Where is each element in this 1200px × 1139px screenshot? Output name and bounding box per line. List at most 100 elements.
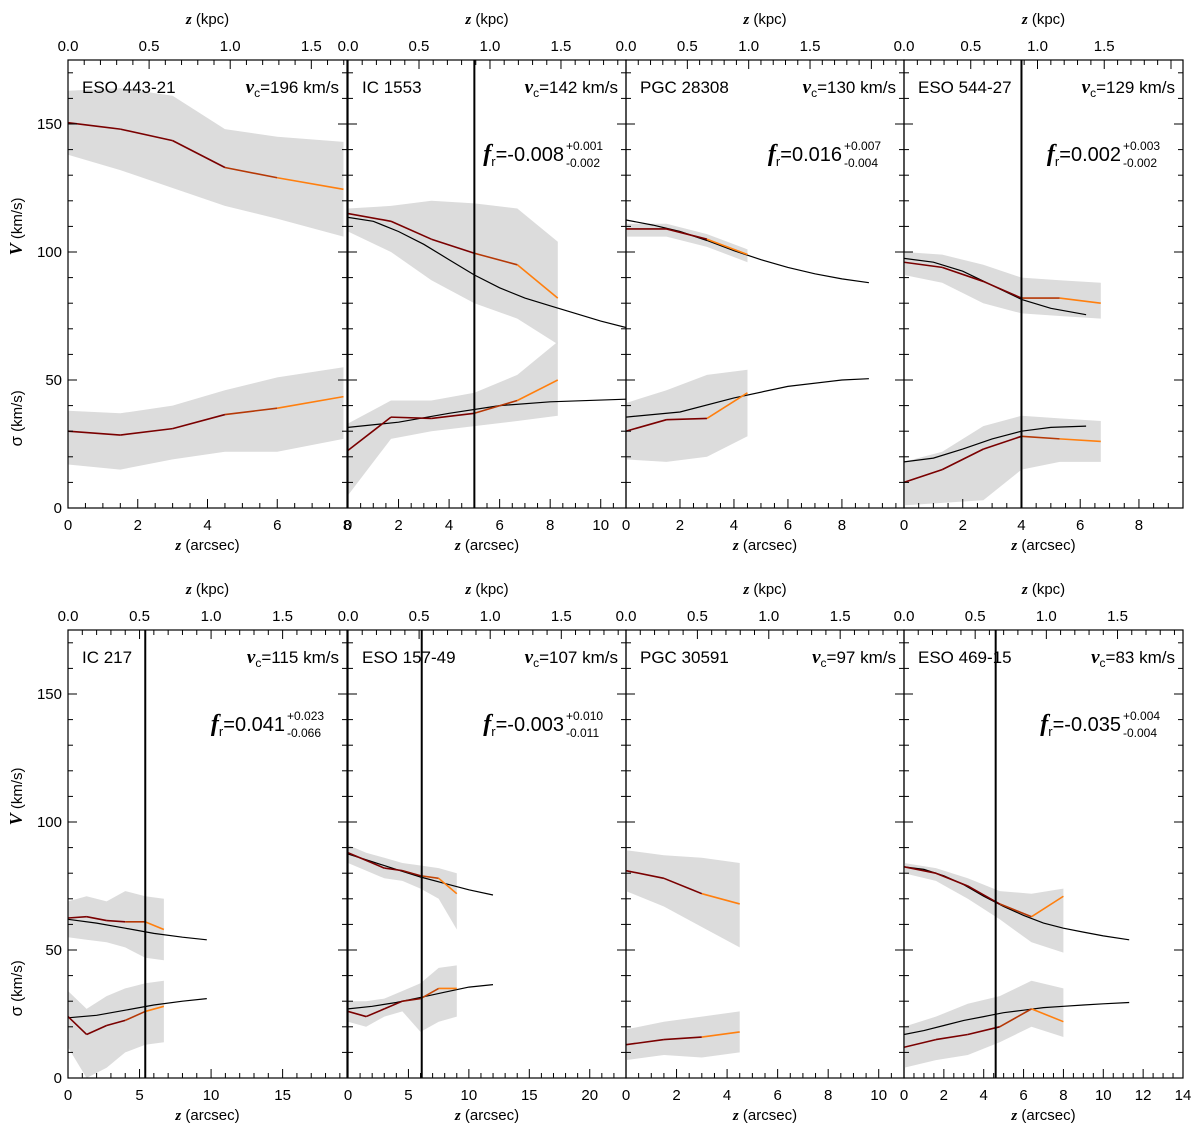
kpc-tick-label: 1.5 — [800, 38, 821, 55]
x-tick-label: 8 — [824, 1087, 832, 1104]
vc-label: vc=129 km/s — [1082, 77, 1175, 100]
data-segment — [106, 919, 126, 923]
data-segment — [172, 139, 226, 169]
x-axis-title-kpc: z (kpc) — [464, 11, 508, 28]
panel-pgc-28308: 0 2 4 6 8 0.0 0.5 1.0 1.5 z (arcsec) z (kpc) PGC 28… — [616, 11, 905, 554]
fr-label: fr=0.016 +0.007 -0.004 — [768, 139, 881, 170]
x-tick-label: 4 — [723, 1087, 731, 1104]
x-tick-label: 0 — [900, 517, 908, 534]
x-tick-label: 20 — [581, 1087, 598, 1104]
data-segment — [666, 228, 708, 240]
x-axis-title-arcsec: z (arcsec) — [454, 1107, 519, 1124]
x-tick-label: 5 — [404, 1087, 412, 1104]
data-line-sigma — [626, 392, 748, 432]
x-tick-label: 10 — [870, 1087, 887, 1104]
panel-pgc-30591: 0 2 4 6 8 10 0.0 0.5 1.0 1.5 z (arcsec) z (kpc) PGC … — [616, 581, 905, 1124]
data-segment — [626, 418, 667, 432]
x-tick-label: 4 — [980, 1087, 988, 1104]
band-v — [348, 200, 558, 345]
kpc-tick-label: 0.5 — [687, 608, 708, 625]
model-curve-sigma — [904, 425, 1087, 463]
panel-frame — [903, 59, 1184, 509]
data-segment — [124, 1010, 146, 1022]
fr-sup: +0.003 — [1123, 139, 1160, 153]
data-segment — [1021, 435, 1060, 440]
data-segment — [935, 1033, 968, 1041]
data-segment — [967, 1026, 1000, 1036]
fr-sup: +0.023 — [287, 709, 324, 723]
x-tick-label: 6 — [273, 517, 281, 534]
data-segment — [516, 264, 559, 299]
x-axis-title-kpc: z (kpc) — [1021, 11, 1065, 28]
kpc-tick-label: 0.5 — [965, 608, 986, 625]
fr-main: fr=-0.008 — [483, 141, 564, 169]
model-curve-v — [68, 918, 207, 941]
x-tick-label: 10 — [461, 1087, 478, 1104]
galaxy-name: ESO 469-15 — [918, 648, 1012, 667]
fr-label: fr=-0.003 +0.010 -0.011 — [483, 709, 603, 740]
data-segment — [224, 407, 278, 416]
galaxy-name: ESO 544-27 — [918, 78, 1012, 97]
plot-area — [904, 252, 1101, 506]
kpc-tick-label: 0.0 — [338, 38, 359, 55]
kpc-tick-label: 1.0 — [1036, 608, 1057, 625]
data-segment — [904, 261, 943, 269]
x-tick-label: 4 — [1017, 517, 1025, 534]
y-tick-label: 50 — [45, 372, 62, 389]
data-segment — [706, 238, 748, 256]
y-tick-label: 0 — [54, 500, 62, 517]
fr-sup: +0.007 — [844, 139, 881, 153]
x-tick-label: 0 — [900, 1087, 908, 1104]
x-tick-label: 15 — [521, 1087, 538, 1104]
kpc-tick-label: 0.5 — [409, 608, 430, 625]
fr-main: fr=-0.035 — [1040, 711, 1121, 739]
fr-main: fr=0.041 — [211, 711, 285, 739]
data-segment — [144, 921, 165, 931]
galaxy-name: ESO 157-49 — [362, 648, 456, 667]
y-tick-label: 100 — [37, 814, 62, 831]
galaxy-name: IC 1553 — [362, 78, 422, 97]
model-curve-v — [348, 216, 626, 329]
band-sigma — [626, 369, 748, 462]
kpc-tick-label: 0.0 — [894, 38, 915, 55]
x-axis-title-kpc: z (kpc) — [742, 581, 786, 598]
x-axis-title-kpc: z (kpc) — [742, 11, 786, 28]
panel-ic-1553: 0 2 4 6 8 10 0.0 0.5 1.0 1.5 z (arcsec) z (kpc) IC 1… — [338, 11, 627, 554]
data-line-v — [348, 212, 559, 299]
vc-label: vc=97 km/s — [812, 647, 896, 670]
data-segment — [935, 872, 969, 887]
galaxy-name: PGC 30591 — [640, 648, 729, 667]
x-axis-title-arcsec: z (arcsec) — [732, 1107, 797, 1124]
x-tick-label: 0 — [622, 517, 630, 534]
band-sigma — [904, 980, 1064, 1068]
x-axis-title-arcsec: z (arcsec) — [1010, 1107, 1075, 1124]
data-line-v — [348, 851, 458, 895]
data-segment — [68, 915, 87, 919]
x-tick-label: 2 — [959, 517, 967, 534]
x-tick-label: 4 — [445, 517, 453, 534]
data-segment — [402, 869, 421, 877]
data-segment — [420, 874, 439, 880]
kpc-tick-label: 1.5 — [1094, 38, 1115, 55]
data-segment — [68, 1015, 88, 1036]
data-segment — [663, 1036, 702, 1041]
data-segment — [106, 1019, 126, 1027]
data-segment — [348, 1010, 367, 1018]
galaxy-name: PGC 28308 — [640, 78, 729, 97]
fr-sup: +0.010 — [566, 709, 603, 723]
kpc-tick-label: 0.5 — [139, 38, 160, 55]
band-sigma — [626, 1011, 740, 1061]
x-axis-title-arcsec: z (arcsec) — [174, 537, 239, 554]
x-tick-label: 10 — [203, 1087, 220, 1104]
data-segment — [365, 859, 385, 869]
fr-sub: -0.066 — [287, 726, 321, 740]
x-tick-label: 2 — [672, 1087, 680, 1104]
vc-label: vc=142 km/s — [525, 77, 618, 100]
data-line-sigma — [348, 987, 457, 1018]
band-sigma — [348, 341, 558, 496]
data-segment — [967, 885, 1001, 905]
data-segment — [999, 1008, 1032, 1028]
model-curve-sigma — [348, 984, 494, 1010]
band-sigma — [68, 367, 344, 470]
data-segment — [68, 430, 121, 436]
